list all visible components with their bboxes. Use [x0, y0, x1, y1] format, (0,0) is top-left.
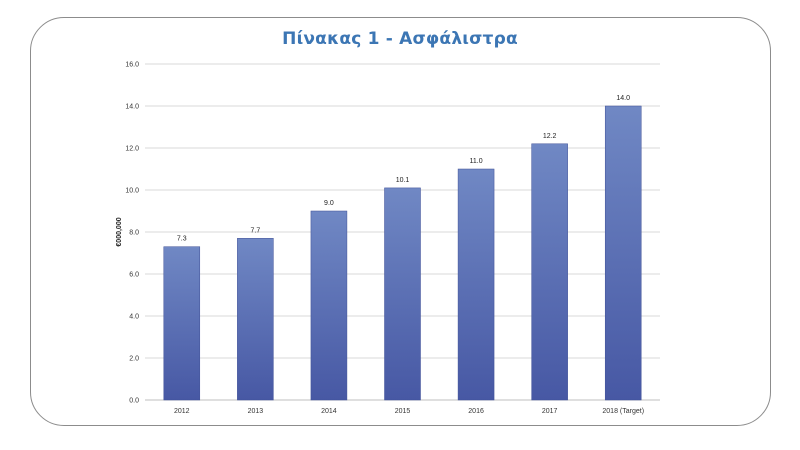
bar: [163, 246, 201, 401]
bars: [163, 105, 642, 401]
x-tick-label: 2014: [321, 408, 337, 415]
data-label: 12.2: [543, 133, 557, 140]
bar: [531, 143, 568, 401]
bar: [310, 210, 348, 401]
y-tick-label: 6.0: [129, 272, 139, 279]
data-label: 7.7: [250, 227, 260, 234]
y-tick-label: 12.0: [125, 146, 139, 153]
data-label: 7.3: [177, 236, 187, 243]
y-tick-labels: 0.0 2.0 4.0 6.0 8.0 10.0 12.0 14.0 16.0: [125, 62, 139, 405]
x-tick-label: 2018 (Target): [602, 408, 644, 415]
data-labels: 7.3 7.7 9.0 10.1 11.0 12.2 14.0: [177, 95, 630, 243]
data-label: 14.0: [616, 95, 630, 102]
y-axis-label: €000,000: [116, 217, 123, 246]
x-tick-labels: 2012 2013 2014 2015 2016 2017 2018 (Target): [174, 408, 644, 415]
x-tick-label: 2013: [248, 408, 264, 415]
y-tick-label: 2.0: [129, 356, 139, 363]
y-tick-label: 14.0: [125, 104, 139, 111]
x-tick-label: 2012: [174, 408, 190, 415]
y-tick-label: 16.0: [125, 62, 139, 69]
data-label: 11.0: [470, 158, 483, 165]
x-tick-label: 2017: [542, 408, 558, 415]
bar: [604, 105, 642, 401]
data-label: 10.1: [396, 177, 410, 184]
bar: [384, 187, 421, 401]
x-tick-label: 2016: [468, 408, 484, 415]
y-tick-label: 4.0: [129, 314, 139, 321]
y-tick-label: 10.0: [125, 188, 139, 195]
bar: [457, 168, 495, 401]
y-tick-label: 0.0: [129, 398, 139, 405]
y-tick-label: 8.0: [129, 230, 139, 237]
bar: [237, 238, 274, 401]
chart-title: Πίνακας 1 - Ασφάλιστρα: [282, 29, 518, 49]
data-label: 9.0: [324, 200, 334, 207]
x-tick-label: 2015: [395, 408, 411, 415]
